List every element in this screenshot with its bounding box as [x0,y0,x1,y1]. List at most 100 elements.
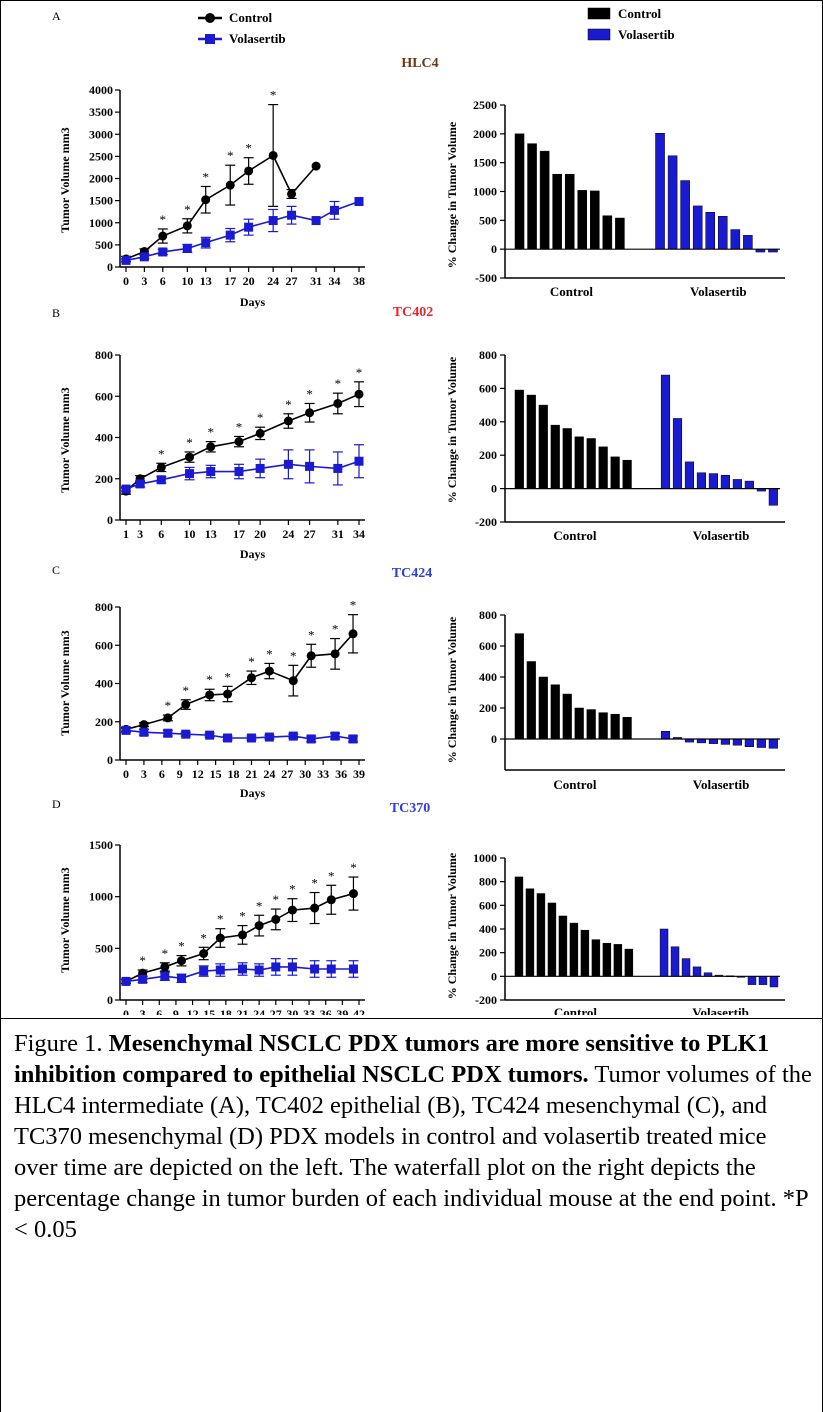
figure-caption-divider [0,1018,823,1019]
panel-letter-D: D [52,797,61,811]
data-point-control [268,150,278,160]
y-axis-label: Tumor Volume mm3 [58,127,72,232]
waterfall-bar-control [586,438,596,489]
data-point-control [326,895,336,905]
waterfall-bar-volasertib [667,155,678,250]
data-point-control [333,398,343,408]
waterfall-bar-volasertib [730,229,741,250]
waterfall-bar-volasertib [718,216,728,250]
significance-star: * [328,868,335,883]
data-point-volasertib [306,734,316,744]
significance-star: * [257,410,264,425]
x-tick-label: 31 [310,274,322,288]
x-tick-label: 36 [335,767,347,781]
x-tick-label: 18 [220,1007,232,1015]
data-point-volasertib [238,964,247,974]
data-point-control [288,676,298,686]
y-tick-label: 1000 [473,185,497,199]
waterfall-bar-control [562,428,572,489]
y-tick-label: 400 [479,415,497,429]
y-tick-label: 600 [479,381,497,395]
frame-left-border [0,0,1,1412]
group-label-volasertib: Volasertib [690,284,747,299]
waterfall-bar-control [514,389,524,489]
data-point-control [246,673,256,683]
x-axis-label: Days [240,295,266,309]
y-tick-label: 3500 [89,105,113,119]
y-tick-label: -200 [475,515,497,529]
data-point-volasertib [287,210,297,220]
x-tick-label: 9 [177,767,183,781]
y-tick-label: 800 [95,600,113,614]
bar-legend-swatch-0 [587,7,611,20]
data-point-volasertib [121,484,131,494]
series-line-volasertib [125,729,354,740]
x-tick-label: 3 [137,527,143,541]
waterfall-bar-volasertib [708,738,718,744]
waterfall-bar-volasertib [692,205,703,250]
waterfall-bar-volasertib [684,461,695,489]
waterfall-bar-volasertib [769,976,779,988]
waterfall-bar-control [590,190,600,250]
x-axis-label: Days [240,786,266,800]
x-tick-label: 6 [156,1007,162,1015]
growth-chart-D [115,844,365,1005]
y-tick-label: 200 [95,715,113,729]
x-tick-label: 10 [184,527,196,541]
data-point-control [158,231,168,241]
data-point-control [271,914,281,924]
significance-star: * [165,698,172,713]
significance-star: * [224,669,231,684]
waterfall-bar-volasertib [660,731,671,740]
waterfall-bar-volasertib [720,474,730,489]
waterfall-bar-control [569,922,579,977]
y-tick-label: 600 [479,639,497,653]
data-point-volasertib [268,216,278,226]
waterfall-bar-control [539,150,550,250]
x-tick-label: 6 [159,767,165,781]
waterfall-bar-control [591,939,601,977]
waterfall-bar-volasertib [672,418,683,489]
data-point-control [330,649,340,659]
data-point-volasertib [255,463,265,473]
x-tick-label: 30 [286,1007,298,1015]
data-point-volasertib [254,965,264,975]
data-point-volasertib [156,475,166,485]
data-point-volasertib [201,238,211,248]
data-point-control [156,462,166,472]
data-point-volasertib [244,222,254,232]
waterfall-bar-volasertib [680,180,690,250]
data-point-control [139,720,149,730]
waterfall-bar-control [574,436,584,489]
data-point-volasertib [287,962,297,972]
waterfall-bar-control [615,217,625,250]
x-tick-label: 39 [353,767,365,781]
legend-label-1: Volasertib [229,31,286,46]
y-tick-label: 200 [479,448,497,462]
y-tick-label: -200 [475,993,497,1007]
waterfall-bar-volasertib [660,374,671,489]
data-point-control [223,689,233,699]
y-axis-label: % Change in Tumor Volume [445,852,459,999]
x-tick-label: 18 [228,767,240,781]
y-tick-label: 0 [491,242,497,256]
y-tick-label: 400 [479,922,497,936]
significance-star: * [217,912,224,927]
waterfall-bar-volasertib [732,479,742,489]
waterfall-bar-volasertib [659,928,669,977]
x-tick-label: 24 [253,1007,265,1015]
significance-star: * [160,212,167,227]
x-tick-label: 13 [200,274,212,288]
y-tick-label: 1500 [473,156,497,170]
data-point-volasertib [199,966,209,976]
panel-letter-C: C [52,563,60,577]
group-label-volasertib: Volasertib [693,528,750,543]
significance-star: * [206,672,213,687]
waterfall-bar-control [538,404,548,489]
data-point-volasertib [215,965,225,975]
waterfall-chart-A [500,104,785,279]
data-point-volasertib [185,469,195,479]
significance-star: * [162,946,169,961]
x-tick-label: 30 [299,767,311,781]
x-tick-label: 27 [304,527,316,541]
